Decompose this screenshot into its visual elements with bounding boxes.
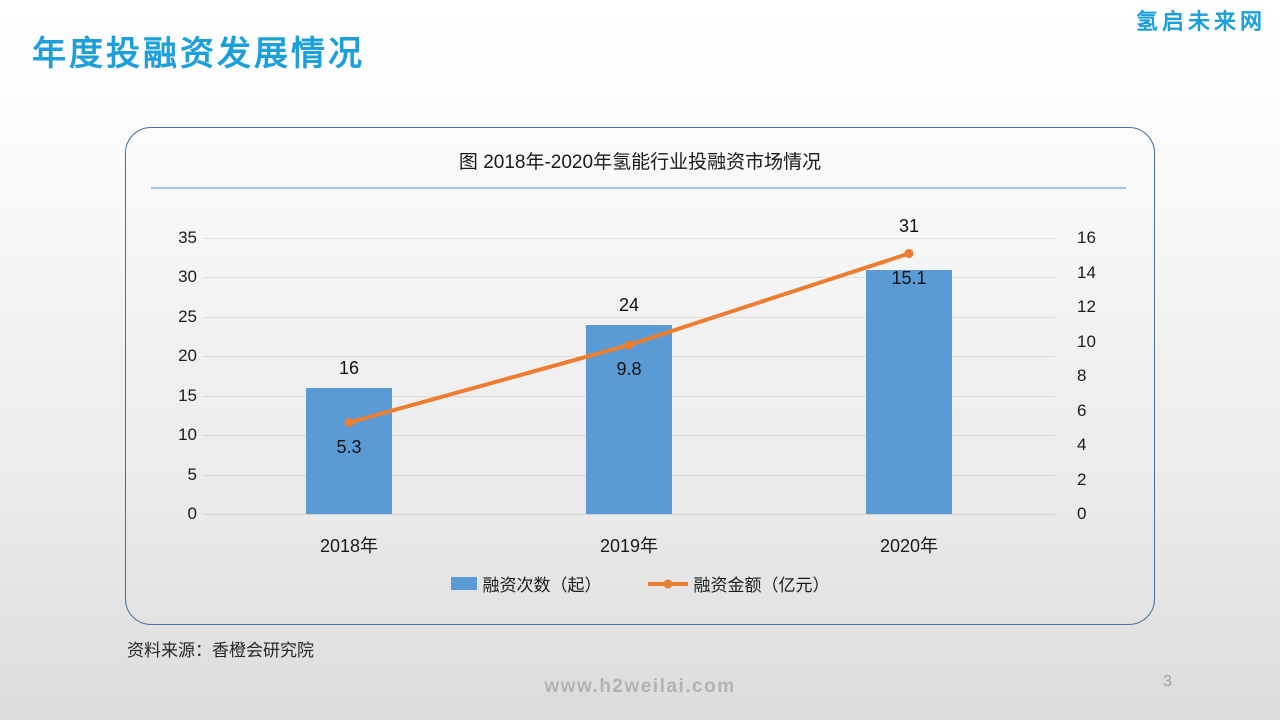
right-axis-tick-label: 10 (1077, 331, 1096, 351)
right-axis-tick-label: 8 (1077, 366, 1087, 385)
gridline (203, 316, 1055, 318)
chart-legend: 融资次数（起） 融资金额（亿元） (126, 571, 1154, 596)
right-axis-tick-label: 16 (1077, 228, 1096, 247)
right-axis-tick-label: 12 (1077, 297, 1096, 316)
legend-bar-swatch-icon (450, 577, 477, 590)
line-series (344, 249, 914, 428)
bar-value-label: 24 (618, 294, 640, 315)
legend-item: 融资金额（亿元） (647, 571, 830, 596)
left-axis-tick-label: 20 (178, 346, 197, 366)
chart-panel: 图 2018年-2020年氢能行业投融资市场情况 0 5 10 15 20 25 30 35 0… (125, 127, 1155, 625)
bar (306, 387, 392, 514)
source-note: 资料来源：香橙会研究院 (127, 641, 314, 660)
right-axis-tick-label: 0 (1077, 504, 1087, 523)
gridline (203, 238, 1055, 239)
line-marker (344, 418, 354, 428)
left-axis-tick-label: 5 (187, 464, 197, 484)
legend-line-swatch-icon (647, 581, 688, 586)
bar (866, 269, 952, 514)
legend-label: 融资次数（起） (482, 576, 602, 595)
left-axis-tick-label: 35 (178, 228, 197, 247)
x-axis-label: 2018年 (319, 536, 379, 556)
footer-url: www.h2weilai.com (544, 676, 736, 697)
left-axis-tick-label: 30 (178, 267, 197, 287)
line-point-label: 9.8 (616, 358, 642, 379)
left-axis-tick-label: 0 (187, 504, 197, 523)
site-logo: 氢启未来网 (1135, 9, 1266, 34)
right-axis-tick-label: 6 (1077, 400, 1087, 420)
bar-value-label: 16 (338, 357, 360, 378)
line-marker (904, 249, 914, 259)
chart-plot-area: 0 5 10 15 20 25 30 35 0 2 4 6 8 10 12 14 16 16 24 31 5.3 9.8 1… (178, 216, 1096, 556)
x-axis-label: 2020年 (879, 536, 939, 556)
gridline (203, 514, 1055, 515)
legend-label: 融资金额（亿元） (693, 576, 830, 595)
line-point-label: 15.1 (891, 267, 927, 288)
right-axis-tick-label: 2 (1077, 469, 1087, 489)
gridline (203, 277, 1055, 279)
right-axis-tick-label: 14 (1077, 262, 1096, 282)
chart-title: 图 2018年-2020年氢能行业投融资市场情况 (458, 152, 822, 173)
bar-value-label: 31 (898, 215, 920, 236)
x-axis-label: 2019年 (599, 536, 659, 556)
line-marker (624, 340, 634, 350)
chart-title-divider (151, 187, 1126, 189)
line-point-label: 5.3 (336, 436, 362, 457)
left-axis-tick-label: 15 (178, 385, 197, 405)
bar (586, 324, 672, 514)
right-axis-tick-label: 4 (1077, 435, 1087, 454)
page-number: 3 (1163, 673, 1172, 690)
left-axis-tick-label: 10 (178, 425, 197, 445)
left-axis-tick-label: 25 (178, 306, 197, 326)
page-title: 年度投融资发展情况 (32, 35, 365, 73)
legend-item: 融资次数（起） (450, 571, 602, 596)
